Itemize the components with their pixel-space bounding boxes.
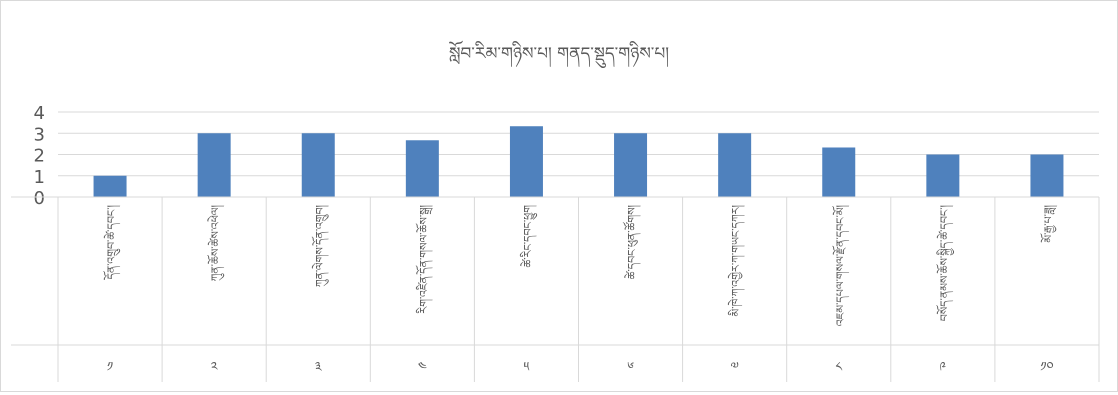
bar: [197, 133, 231, 197]
category-number: ༤: [418, 360, 427, 375]
x-axis: དོན་འགྲུབ་ཚེ་དབང་། ཀུན་ཆོས་ཚེས་འཕེལ། ཀུན་ལ…: [11, 196, 1100, 382]
category-number: ༦: [627, 360, 634, 375]
gridlines: [58, 111, 1099, 177]
category-number: ༢: [211, 360, 218, 375]
bar: [822, 147, 856, 197]
category-label: མོ་རྒྱ་པ་ཟླ།: [1040, 204, 1058, 242]
y-tick-label: 2: [34, 146, 45, 167]
category-number: ༧: [730, 360, 738, 375]
bars: [93, 126, 1064, 197]
bar: [718, 133, 752, 197]
category-label: དོན་འགྲུབ་ཚེ་དབང་།: [103, 204, 121, 280]
category-label: འཇམ་དཔལ་གསལ་རྫོན་དབང་མོ།: [832, 204, 850, 326]
category-label: མི་ཁེ་ཀ་འགྱེར་ཀ་གཡང་དཀར།: [728, 204, 746, 316]
category-label: ཀུན་ཆོས་ཚེས་འཕེལ།: [207, 204, 225, 281]
y-tick-label: 4: [34, 103, 45, 124]
category-number: ༡༠: [1040, 360, 1053, 375]
chart-title: སློབ་རིམ་གཉིས་པ། གནད་སྡུད་གཉིས་པ།: [448, 40, 669, 68]
y-tick-label: 1: [34, 167, 45, 188]
bar: [301, 133, 335, 197]
category-number: ༩: [940, 360, 947, 375]
y-tick-label: 3: [34, 124, 45, 145]
bar: [614, 133, 648, 197]
category-number: ༥: [524, 360, 530, 375]
category-label: ཀུན་ལེགས་དོན་འགྲུབ།: [311, 204, 329, 287]
category-label: ཚེ་དབང་ཕུན་ཚོགས།: [623, 204, 642, 279]
bar: [93, 175, 127, 197]
bar: [405, 140, 439, 197]
category-number: ༣: [315, 360, 322, 375]
category-label: བསོད་ནམས་ཆོས་སྐྱིད་ཚེ་དབང་།: [936, 204, 955, 321]
category-label: ཚེ་རིང་དབང་ཕྱུག: [519, 205, 537, 268]
bar: [926, 154, 960, 197]
category-number: ༡: [107, 360, 113, 375]
category-label: རིག་འཛིན་དོན་གསལ་ཆོས་སྒྲ།: [415, 204, 433, 313]
bar: [1030, 154, 1064, 197]
bar: [509, 126, 543, 197]
y-tick-label: 0: [34, 188, 45, 209]
category-number: ༨: [835, 360, 842, 375]
